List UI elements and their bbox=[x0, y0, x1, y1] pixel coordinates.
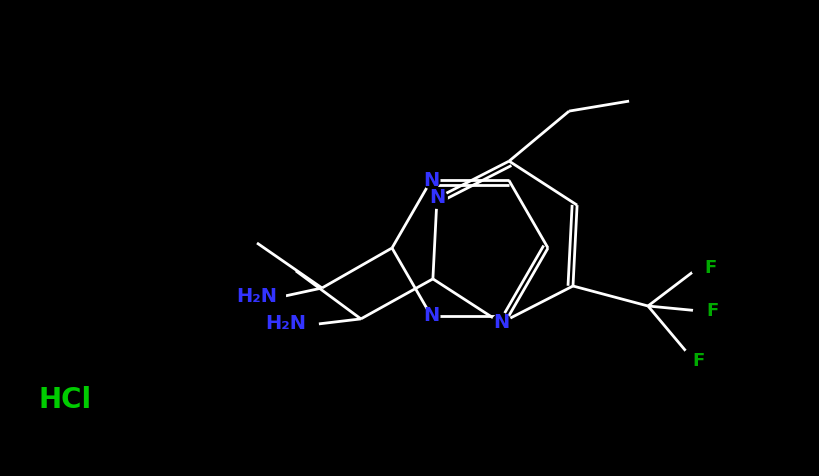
Text: N: N bbox=[423, 171, 439, 190]
Text: N: N bbox=[423, 306, 439, 325]
Text: N: N bbox=[493, 313, 509, 332]
Text: F: F bbox=[692, 352, 704, 370]
Text: F: F bbox=[704, 259, 716, 277]
Text: N: N bbox=[429, 188, 445, 208]
Text: F: F bbox=[706, 302, 718, 320]
Text: H₂N: H₂N bbox=[265, 314, 306, 333]
Text: H₂N: H₂N bbox=[237, 287, 278, 306]
Text: HCl: HCl bbox=[38, 386, 92, 414]
